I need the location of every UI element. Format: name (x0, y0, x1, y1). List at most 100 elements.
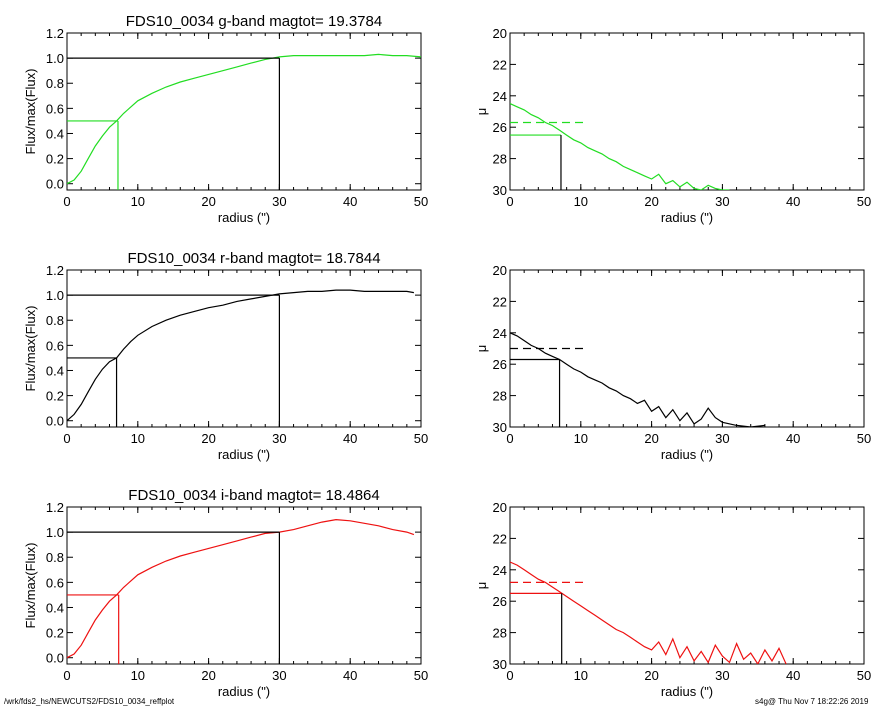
y-tick-label: 26 (493, 357, 507, 372)
x-tick-label: 30 (272, 668, 286, 683)
y-tick-label: 1.2 (46, 263, 64, 278)
y-tick-label: 1.0 (46, 288, 64, 303)
x-axis-label: radius (") (661, 684, 713, 699)
x-tick-label: 20 (644, 194, 658, 209)
y-tick-label: 22 (493, 57, 507, 72)
panel-title: FDS10_0034 r-band magtot= 18.7844 (127, 250, 380, 267)
panel-i-surface-brightness (509, 506, 865, 665)
x-tick-label: 40 (343, 431, 357, 446)
x-tick-label: 50 (414, 194, 428, 209)
series-line-i (67, 518, 415, 659)
y-tick-label: 0.6 (46, 101, 64, 116)
y-tick-label: 0.8 (46, 313, 64, 328)
y-tick-label: 0.2 (46, 152, 64, 167)
y-tick-label: 0.6 (46, 575, 64, 590)
y-tick-label: 0.6 (46, 338, 64, 353)
x-tick-label: 40 (786, 431, 800, 446)
x-axis-label: radius (") (661, 447, 713, 462)
x-tick-label: 10 (574, 431, 588, 446)
y-tick-label: 0.4 (46, 600, 64, 615)
x-axis-label: radius (") (218, 447, 270, 462)
y-tick-label: 24 (493, 326, 507, 341)
x-tick-label: 40 (343, 668, 357, 683)
y-tick-label: 20 (493, 26, 507, 41)
panel-r-surface-brightness (509, 269, 865, 428)
y-tick-label: 0.8 (46, 76, 64, 91)
x-tick-label: 20 (644, 668, 658, 683)
plot-frame (509, 506, 865, 665)
x-tick-label: 10 (131, 194, 145, 209)
x-tick-label: 10 (574, 668, 588, 683)
y-tick-label: 0.4 (46, 126, 64, 141)
x-axis-label: radius (") (218, 210, 270, 225)
x-tick-label: 0 (63, 668, 70, 683)
plot-frame (509, 32, 865, 191)
y-axis-label: μ (474, 582, 489, 590)
x-tick-label: 20 (644, 431, 658, 446)
x-tick-label: 10 (131, 668, 145, 683)
y-tick-label: 1.2 (46, 500, 64, 515)
y-tick-label: 1.0 (46, 525, 64, 540)
x-axis-label: radius (") (661, 210, 713, 225)
y-tick-label: 30 (493, 183, 507, 198)
x-tick-label: 0 (63, 194, 70, 209)
y-tick-label: 0.2 (46, 389, 64, 404)
x-tick-label: 30 (272, 431, 286, 446)
x-tick-label: 50 (857, 668, 871, 683)
panel-r-growth-curve (66, 269, 422, 428)
x-tick-label: 30 (715, 194, 729, 209)
series-line-g (510, 103, 730, 190)
y-tick-label: 28 (493, 389, 507, 404)
y-tick-label: 30 (493, 420, 507, 435)
footer-file-path: /wrk/fds2_hs/NEWCUTS2/FDS10_0034_reffplo… (4, 697, 175, 706)
series-line-g (67, 53, 421, 185)
y-tick-label: 22 (493, 531, 507, 546)
x-tick-label: 40 (786, 194, 800, 209)
x-tick-label: 40 (786, 668, 800, 683)
plot-frame (66, 269, 422, 428)
y-tick-label: 22 (493, 294, 507, 309)
y-tick-label: 0.0 (46, 651, 64, 666)
x-tick-label: 30 (272, 194, 286, 209)
y-axis-label: μ (474, 108, 489, 116)
panel-g-surface-brightness (509, 32, 865, 191)
y-tick-label: 20 (493, 500, 507, 515)
y-tick-label: 0.0 (46, 414, 64, 429)
panel-i-growth-curve (66, 506, 422, 665)
y-tick-label: 20 (493, 263, 507, 278)
x-tick-label: 0 (506, 431, 513, 446)
y-tick-label: 28 (493, 152, 507, 167)
x-tick-label: 50 (414, 431, 428, 446)
x-tick-label: 50 (414, 668, 428, 683)
y-axis-label: Flux/max(Flux) (23, 69, 38, 155)
series-line-r (510, 332, 765, 427)
x-tick-label: 30 (715, 431, 729, 446)
y-tick-label: 1.0 (46, 51, 64, 66)
y-tick-label: 0.2 (46, 626, 64, 641)
series-line-r (67, 289, 414, 422)
x-tick-label: 0 (506, 194, 513, 209)
panel-g-growth-curve (66, 32, 422, 191)
y-axis-label: Flux/max(Flux) (23, 543, 38, 629)
y-axis-label: μ (474, 345, 489, 353)
y-tick-label: 0.8 (46, 550, 64, 565)
plot-frame (66, 32, 422, 191)
panel-title: FDS10_0034 i-band magtot= 18.4864 (128, 487, 379, 504)
y-tick-label: 24 (493, 563, 507, 578)
x-tick-label: 0 (63, 431, 70, 446)
x-tick-label: 20 (201, 668, 215, 683)
y-tick-label: 24 (493, 89, 507, 104)
x-tick-label: 0 (506, 668, 513, 683)
x-tick-label: 10 (574, 194, 588, 209)
x-axis-label: radius (") (218, 684, 270, 699)
panel-title: FDS10_0034 g-band magtot= 19.3784 (126, 13, 382, 30)
x-tick-label: 40 (343, 194, 357, 209)
series-line-i (510, 561, 787, 664)
x-tick-label: 30 (715, 668, 729, 683)
y-tick-label: 26 (493, 120, 507, 135)
y-tick-label: 28 (493, 626, 507, 641)
y-tick-label: 30 (493, 657, 507, 672)
y-tick-label: 26 (493, 594, 507, 609)
x-tick-label: 10 (131, 431, 145, 446)
